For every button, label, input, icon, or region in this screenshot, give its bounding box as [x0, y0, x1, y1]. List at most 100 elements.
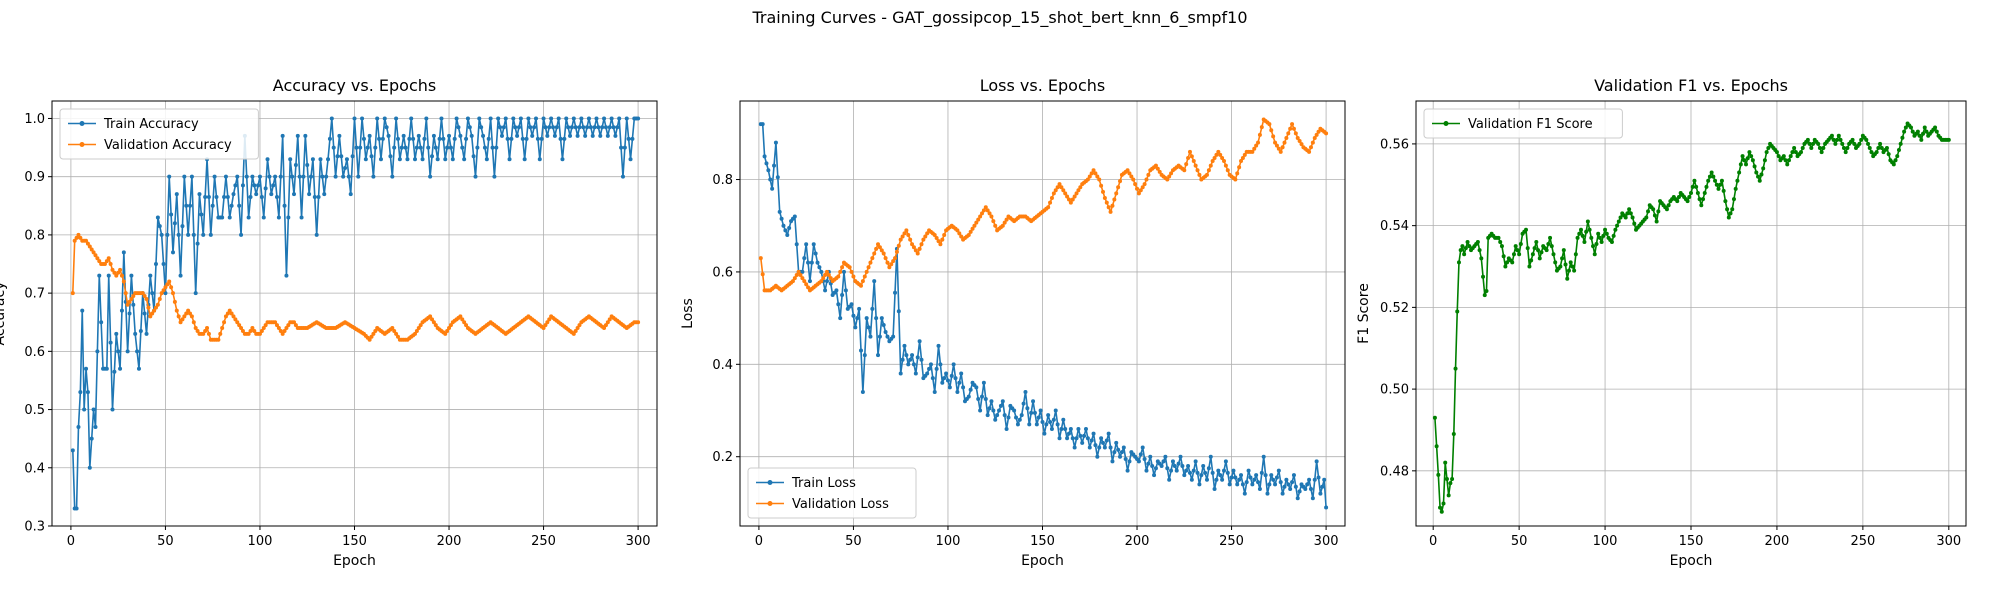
data-point: [1616, 219, 1621, 224]
data-point: [1664, 207, 1669, 212]
data-point: [866, 265, 871, 270]
data-point: [1240, 155, 1245, 160]
data-point: [131, 302, 136, 307]
data-point: [1730, 207, 1735, 212]
chart-1: 0 50 100 150 200 250 300 0.3 0.4 0.5 0.6 0.7 0.8 0.9 1…: [0, 76, 658, 569]
legend: Validation F1 Score: [1423, 108, 1623, 139]
data-point: [1752, 164, 1757, 169]
data-point: [235, 320, 240, 325]
data-point: [970, 226, 975, 231]
data-point: [1006, 415, 1011, 420]
data-point: [1138, 188, 1143, 193]
data-point: [335, 154, 340, 159]
data-point: [1432, 415, 1437, 420]
data-point: [1463, 246, 1468, 251]
data-point: [184, 311, 189, 316]
data-point: [1276, 468, 1281, 473]
data-point: [1025, 406, 1030, 411]
data-point: [834, 288, 839, 293]
data-point: [382, 116, 387, 121]
data-point: [1790, 150, 1795, 155]
legend-swatch-marker: [79, 121, 85, 126]
data-point: [579, 116, 584, 121]
legend-item: Validation Loss: [756, 497, 889, 512]
data-point: [1263, 473, 1268, 478]
data-point: [322, 192, 327, 197]
data-point: [1066, 197, 1071, 202]
data-point: [356, 174, 361, 179]
data-point: [883, 329, 888, 334]
data-point: [172, 299, 177, 304]
data-point: [1223, 459, 1228, 464]
data-point: [1106, 205, 1111, 210]
data-point: [794, 273, 799, 277]
data-point: [193, 326, 198, 331]
data-point: [1214, 152, 1219, 157]
data-point: [373, 145, 378, 150]
data-point: [227, 215, 232, 220]
data-point: [1821, 146, 1826, 150]
data-point: [1713, 178, 1718, 183]
data-point: [1618, 215, 1623, 220]
data-point: [433, 145, 438, 150]
y-tick-label: 0.56: [1380, 137, 1409, 152]
data-point: [91, 250, 96, 255]
data-point: [203, 195, 208, 200]
x-tick-label: 100: [248, 534, 273, 549]
data-point: [395, 136, 400, 141]
data-point: [1742, 158, 1747, 163]
legend: Train Loss Validation Loss: [747, 467, 917, 519]
data-point: [503, 116, 508, 121]
data-point: [940, 237, 945, 242]
x-tick-label: 300: [626, 534, 651, 549]
data-point: [770, 186, 775, 191]
data-point: [95, 256, 100, 261]
data-point: [547, 317, 552, 322]
data-point: [171, 250, 175, 255]
data-point: [1082, 433, 1087, 438]
chart-title: Accuracy vs. Epochs: [273, 76, 436, 95]
data-point: [465, 116, 470, 121]
data-point: [1747, 150, 1752, 155]
data-point: [1919, 137, 1924, 142]
data-point: [1014, 415, 1019, 420]
data-point: [1701, 197, 1706, 202]
series-line: [1434, 122, 1949, 513]
data-point: [824, 269, 829, 274]
data-point: [499, 133, 504, 138]
data-point: [1699, 203, 1704, 208]
data-point: [1460, 244, 1465, 249]
data-point: [1291, 126, 1296, 131]
data-point: [180, 317, 185, 322]
data-point: [513, 125, 518, 130]
data-point: [1099, 183, 1104, 188]
data-point: [284, 326, 289, 331]
data-point: [259, 195, 264, 200]
data-point: [1462, 252, 1467, 257]
data-point: [908, 237, 913, 242]
data-point: [206, 331, 211, 336]
data-point: [1091, 168, 1096, 173]
data-point: [1210, 470, 1215, 475]
data-point: [1108, 445, 1113, 450]
data-point: [309, 174, 314, 179]
data-point: [104, 366, 109, 371]
data-point: [1080, 440, 1085, 445]
series-markers: [758, 117, 1329, 293]
data-point: [460, 145, 465, 150]
data-point: [481, 133, 486, 138]
data-point: [1246, 468, 1251, 473]
data-point: [841, 269, 846, 274]
data-point: [1577, 231, 1582, 236]
data-point: [142, 294, 147, 299]
data-point: [891, 259, 896, 264]
data-point: [152, 308, 157, 313]
data-point: [1482, 293, 1487, 298]
data-point: [1218, 152, 1223, 157]
data-point: [1754, 170, 1759, 175]
data-point: [1582, 239, 1587, 244]
data-point: [352, 116, 357, 121]
data-point: [1707, 174, 1712, 179]
data-point: [201, 331, 206, 336]
data-point: [605, 133, 610, 138]
